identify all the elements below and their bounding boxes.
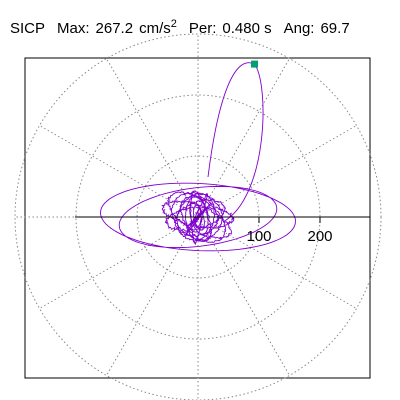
grid-spoke — [197, 216, 290, 376]
grid-spoke — [39, 216, 199, 309]
max-unit-exponent: 2 — [170, 18, 177, 30]
period-value: 0.480 s — [222, 20, 272, 37]
max-label: Max: — [57, 20, 90, 37]
grid-circle — [14, 33, 382, 400]
chart-header: SICP Max: 267.2 cm/s2 Per: 0.480 s Ang: 69.7 — [10, 18, 395, 40]
grid-spoke — [197, 125, 357, 218]
radial-ticks: 100 200 — [246, 217, 333, 245]
orbit-path — [100, 62, 296, 252]
grid-spoke — [39, 125, 199, 218]
max-unit: cm/s — [139, 20, 171, 37]
radial-tick-label: 100 — [246, 228, 271, 245]
grid-spoke — [197, 58, 290, 218]
angle-label: Ang: — [283, 20, 315, 37]
grid-spoke — [106, 216, 199, 376]
max-value: 267.2 — [95, 20, 134, 37]
grid-spoke — [197, 216, 357, 309]
period-label: Per: — [188, 20, 217, 37]
orbit-trace — [100, 62, 296, 252]
radial-tick-label: 200 — [307, 228, 332, 245]
max-marker — [251, 60, 258, 68]
station-code: SICP — [10, 20, 46, 37]
grid-spoke — [106, 58, 199, 218]
angle-value: 69.7 — [320, 20, 350, 37]
